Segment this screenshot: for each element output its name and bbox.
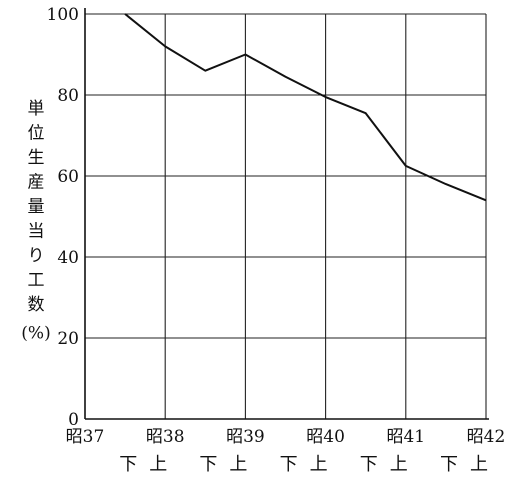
y-label-char: 数 [28,295,45,315]
y-label-char: 生 [28,148,45,168]
y-tick-label: 40 [57,248,79,268]
y-tick-label: 60 [57,167,79,187]
y-label-char: 量 [28,197,45,217]
y-label-char: 産 [28,173,45,193]
x-tick-label: 昭39 [226,427,265,447]
y-tick-labels: 0 20 40 60 80 100 [47,5,79,430]
half-period-label: 下 [440,454,458,475]
x-tick-label: 昭42 [467,427,506,447]
y-label-char: (%) [21,324,50,344]
y-label-char: 当 [28,222,45,242]
y-tick-label: 100 [47,5,79,25]
half-period-label: 下 [199,454,217,475]
y-tick-label: 80 [57,86,79,106]
series-layer [124,13,487,202]
half-period-label: 上 [149,454,167,475]
y-label-char: 工 [28,271,45,291]
half-period-label: 上 [229,454,247,475]
y-label-char: り [28,246,45,266]
half-period-labels: 下上下上下上下上下上 [119,454,488,475]
x-tick-labels: 昭37 昭38 昭39 昭40 昭41 昭42 [66,427,506,447]
x-tick-label: 昭38 [146,427,185,447]
y-tick-label: 0 [68,410,79,430]
grid [85,13,487,419]
y-label-char: 単 [28,99,45,119]
half-period-label: 上 [470,454,488,475]
x-tick-label: 昭40 [306,427,345,447]
half-period-label: 下 [360,454,378,475]
half-period-label: 下 [280,454,298,475]
y-label-char: 位 [28,124,45,144]
y-tick-label: 20 [57,329,79,349]
half-period-label: 上 [390,454,408,475]
half-period-label: 下 [119,454,137,475]
x-tick-label: 昭41 [386,427,425,447]
half-period-label: 上 [310,454,328,475]
axes [84,8,489,420]
series-line [124,13,487,202]
x-tick-label: 昭37 [66,427,105,447]
